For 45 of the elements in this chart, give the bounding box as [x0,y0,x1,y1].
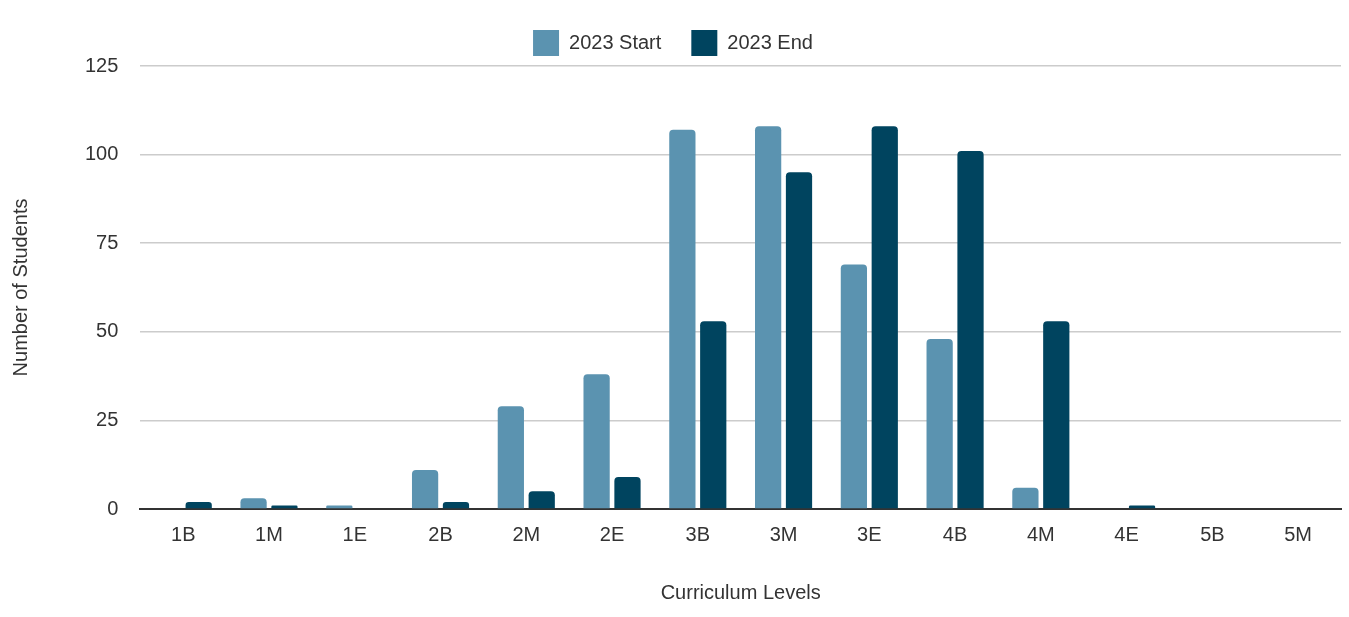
x-tick-label: 3B [685,522,711,545]
y-tick-label: 0 [107,496,119,519]
bar [840,264,868,509]
x-axis-title: Curriculum Levels [660,580,821,603]
x-tick-label: 1B [171,522,196,545]
bar [785,172,813,509]
y-tick-label: 50 [96,319,119,342]
bar [957,151,984,509]
legend-label: 2023 End [727,30,813,53]
x-tick-label: 5B [1200,522,1225,545]
x-tick-label: 3E [857,522,882,545]
x-tick-label: 2B [428,522,453,545]
bar [1012,487,1039,509]
bar [411,470,439,509]
bar [755,126,782,509]
bar [326,505,353,509]
y-tick-label: 125 [84,53,119,76]
x-tick-label: 4B [942,522,968,545]
x-tick-label: 1E [342,522,367,545]
bar [1128,505,1156,509]
bar [497,406,524,509]
x-tick-label: 5M [1284,522,1313,545]
bar [240,498,267,509]
bar [614,477,641,509]
y-tick-label: 25 [96,407,119,430]
bar [1043,321,1070,509]
legend-label: 2023 Start [569,30,662,53]
x-tick-label: 4E [1114,522,1139,545]
x-tick-label: 2M [512,522,541,545]
bar [700,321,727,509]
x-tick-label: 3M [769,522,798,545]
y-tick-label: 100 [84,142,119,165]
x-tick-label: 1M [255,522,283,545]
y-axis-title: Number of Students [8,198,31,377]
bar [185,501,212,509]
bar [271,505,298,509]
bar [583,374,610,509]
bar [528,491,555,509]
bar [871,126,898,509]
x-tick-label: 4M [1026,522,1055,545]
bar [926,338,953,509]
bar [442,501,470,509]
x-tick-label: 2E [599,522,625,545]
bar [669,129,696,509]
y-tick-label: 75 [96,230,119,253]
